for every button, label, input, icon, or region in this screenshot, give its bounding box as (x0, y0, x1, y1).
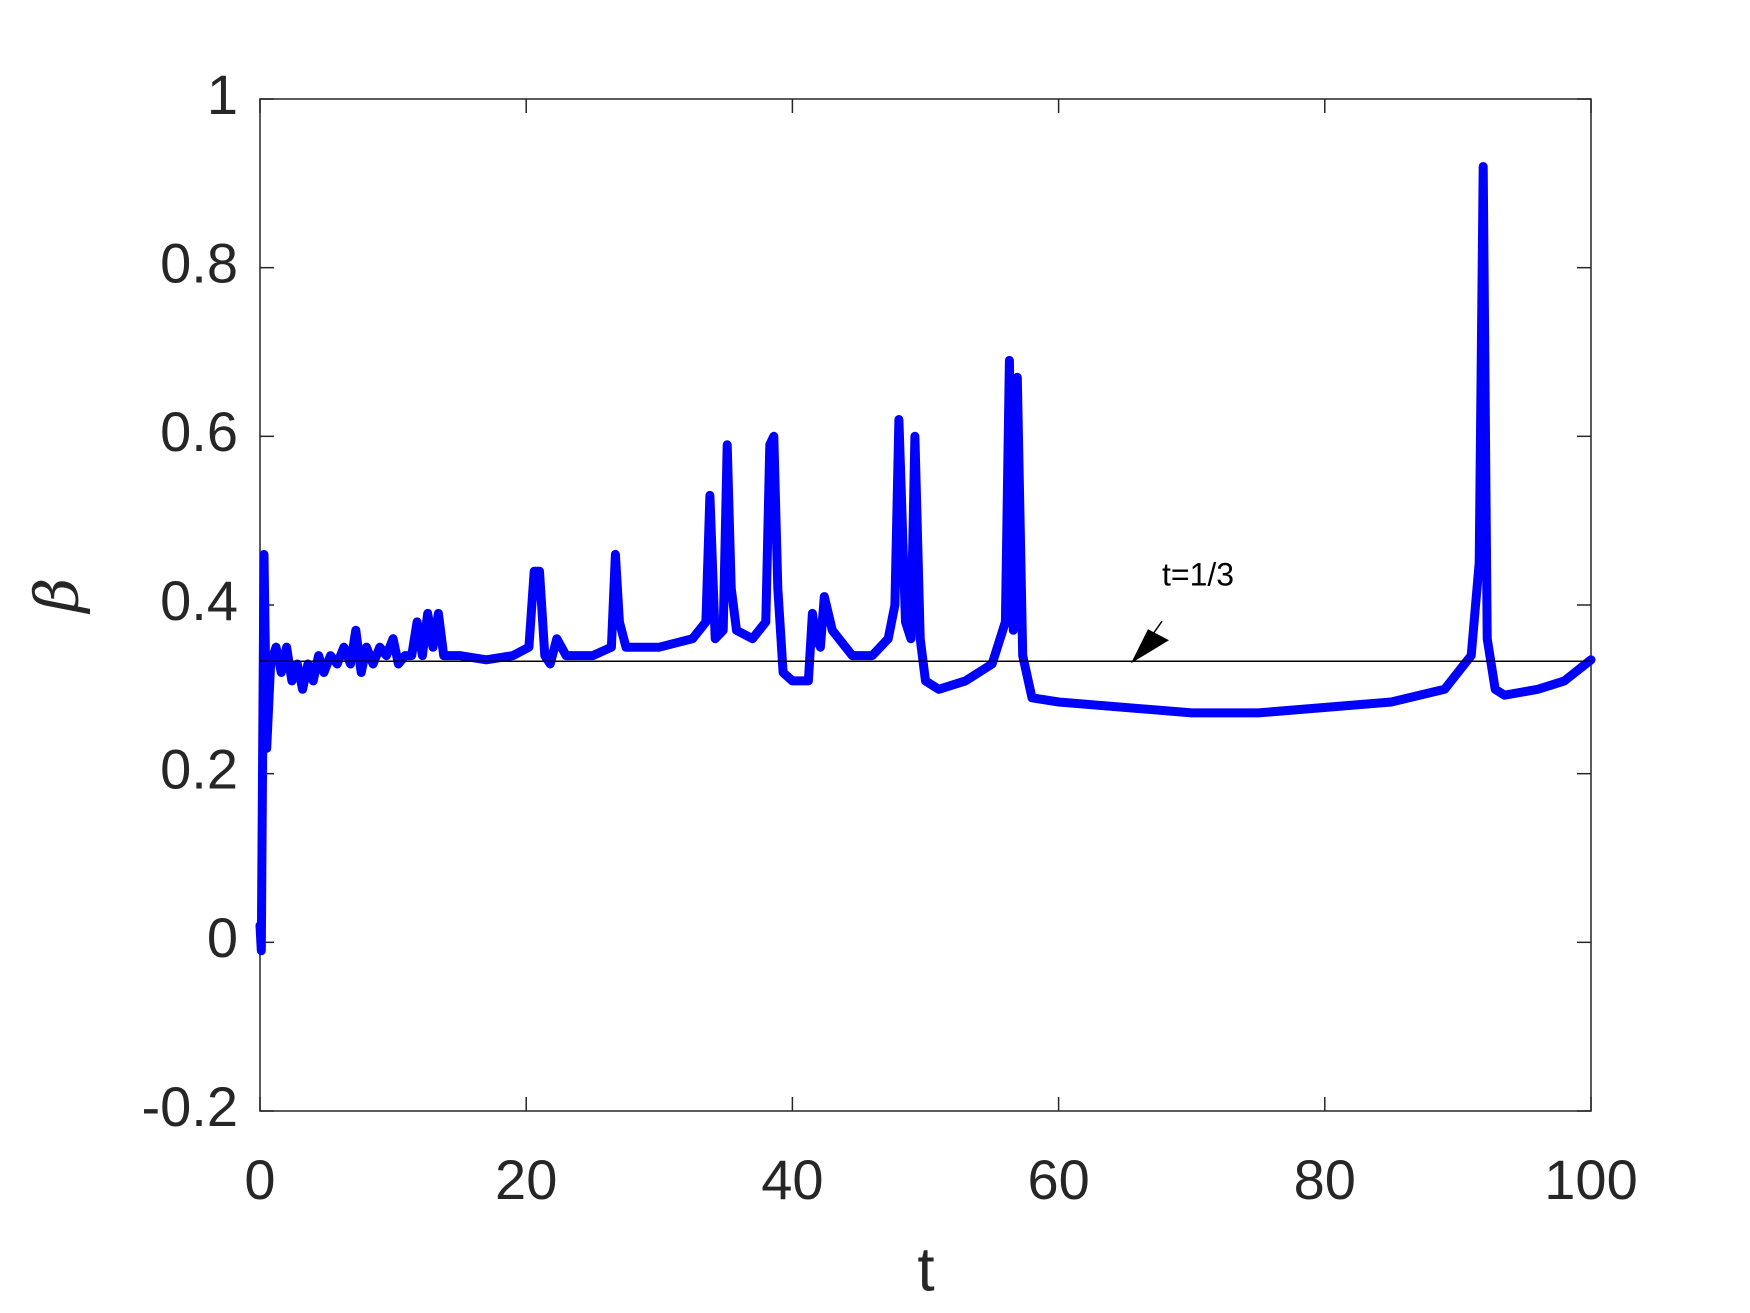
x-tick-label: 20 (495, 1148, 557, 1211)
x-tick-label: 80 (1294, 1148, 1356, 1211)
y-tick-label: -0.2 (142, 1075, 239, 1138)
x-tick-label: 0 (244, 1148, 275, 1211)
x-tick-label: 100 (1544, 1148, 1637, 1211)
y-axis-label: β (23, 578, 93, 615)
data-line (255, 162, 1596, 956)
annotation-arrowhead (1131, 629, 1169, 664)
x-tick-label: 60 (1027, 1148, 1089, 1211)
y-tick-label: 0.6 (160, 400, 238, 463)
y-tick-label: 0.4 (160, 569, 238, 632)
y-tick-label: 0.8 (160, 231, 238, 294)
y-tick-label: 1 (207, 63, 238, 126)
annotation: t=1/3 (1162, 557, 1234, 593)
x-axis-label: t (917, 1235, 934, 1304)
y-tick-label: 0.2 (160, 737, 238, 800)
y-tick-label: 0 (207, 906, 238, 969)
x-tick-label: 40 (761, 1148, 823, 1211)
